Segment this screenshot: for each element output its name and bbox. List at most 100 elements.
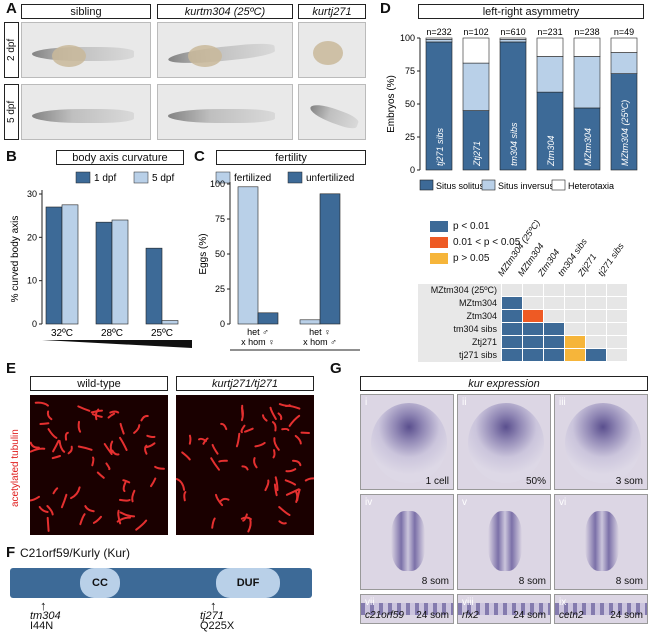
category-label: Ztm304 bbox=[546, 135, 556, 167]
matrix-cell bbox=[607, 349, 628, 362]
cilium bbox=[40, 423, 48, 424]
n-label: n=238 bbox=[574, 27, 599, 37]
matrix-cell bbox=[586, 284, 607, 297]
matrix-cell bbox=[523, 310, 544, 323]
cilium bbox=[274, 450, 275, 457]
stacked-segment bbox=[500, 39, 526, 42]
matrix-cell bbox=[502, 297, 523, 310]
tile-number: ii bbox=[462, 397, 466, 408]
photo-sibling-5dpf bbox=[21, 84, 151, 140]
tile-number: ix bbox=[559, 597, 566, 608]
matrix-cell bbox=[544, 323, 565, 336]
matrix-cell bbox=[502, 310, 523, 323]
y-tick-label: 0 bbox=[220, 319, 225, 329]
matrix-cell bbox=[607, 284, 628, 297]
matrix-cell bbox=[565, 310, 586, 323]
bar bbox=[96, 222, 112, 324]
tile-number: iv bbox=[365, 497, 372, 508]
matrix-cell bbox=[586, 323, 607, 336]
stacked-segment bbox=[500, 38, 526, 39]
matrix-cell bbox=[544, 349, 565, 362]
matrix-row-label: Ztm304 bbox=[418, 310, 502, 323]
panelC-title: fertility bbox=[216, 150, 366, 165]
matrix-cell bbox=[607, 310, 628, 323]
legend-label: 1 dpf bbox=[94, 173, 116, 184]
bar bbox=[320, 194, 340, 324]
photo-tm304-2dpf bbox=[157, 22, 293, 78]
panelE-right-title: kurtj271/tj271 bbox=[176, 376, 314, 391]
matrix-cell bbox=[586, 349, 607, 362]
stacked-segment bbox=[463, 63, 489, 111]
matrix-cell bbox=[586, 336, 607, 349]
bar bbox=[62, 205, 78, 324]
tile-stage: 24 som bbox=[513, 610, 546, 621]
matrix-cell bbox=[565, 336, 586, 349]
tile-stage: 24 som bbox=[416, 610, 449, 621]
x-tick-label: x hom ♂ bbox=[303, 337, 337, 347]
embryo bbox=[488, 511, 522, 571]
photo-tm304-5dpf bbox=[157, 84, 293, 140]
y-tick-label: 100 bbox=[210, 179, 225, 189]
panel-e-letter: E bbox=[6, 360, 16, 377]
panelG-title: kur expression bbox=[360, 376, 648, 391]
cilium bbox=[190, 436, 191, 444]
n-label: n=49 bbox=[614, 27, 634, 37]
tile-stage: 8 som bbox=[519, 576, 546, 587]
tile-number: viii bbox=[462, 597, 474, 608]
matrix-row-label: MZtm304 (25ºC) bbox=[418, 284, 502, 297]
y-axis-label: Eggs (%) bbox=[198, 233, 209, 274]
y-tick-label: 75 bbox=[405, 66, 415, 76]
y-axis-label: % curved body axis bbox=[10, 216, 21, 303]
bar bbox=[300, 320, 320, 324]
matrix-cell bbox=[607, 297, 628, 310]
domain-cc: CC bbox=[80, 568, 120, 598]
legend-label: Situs solitus bbox=[436, 181, 485, 191]
y-tick-label: 25 bbox=[215, 284, 225, 294]
x-tick-label: het ♂ bbox=[247, 327, 269, 337]
matrix-cell bbox=[565, 297, 586, 310]
legend-swatch bbox=[134, 172, 148, 183]
matrix-cell bbox=[523, 349, 544, 362]
temperature-wedge bbox=[42, 340, 192, 348]
x-tick-label: 28ºC bbox=[101, 328, 123, 339]
cilium bbox=[184, 492, 185, 500]
legend-label: fertilized bbox=[234, 173, 271, 184]
panelA-row-2dpf: 2 dpf bbox=[4, 22, 19, 78]
embryo bbox=[391, 511, 425, 571]
matrix-row-label: Ztj271 bbox=[418, 336, 502, 349]
matrix-cell bbox=[544, 310, 565, 323]
panel-c-letter: C bbox=[194, 148, 205, 165]
legend-label: 5 dpf bbox=[152, 173, 174, 184]
cilium bbox=[110, 412, 118, 413]
tile-number: vii bbox=[365, 597, 374, 608]
tile-stage: 24 som bbox=[610, 610, 643, 621]
y-axis-label: Embryos (%) bbox=[386, 75, 397, 133]
y-tick-label: 75 bbox=[215, 214, 225, 224]
category-label: MZtm304 bbox=[583, 128, 593, 166]
stacked-segment bbox=[574, 38, 600, 56]
domain-duf: DUF bbox=[216, 568, 280, 598]
embryo bbox=[585, 511, 619, 571]
matrix-cell bbox=[544, 336, 565, 349]
embryo bbox=[468, 403, 544, 483]
matrix-cell bbox=[502, 323, 523, 336]
matrix-col-label: tj271 sibs bbox=[596, 241, 626, 278]
panelA-col-sibling: sibling bbox=[21, 4, 151, 19]
x-tick-label: 32ºC bbox=[51, 328, 73, 339]
panelA-row-5dpf: 5 dpf bbox=[4, 84, 19, 140]
matrix-cell bbox=[544, 297, 565, 310]
matrix-cell bbox=[523, 323, 544, 336]
tile-number: iii bbox=[559, 397, 566, 408]
panel-a-letter: A bbox=[6, 0, 17, 17]
panelA-col-tm304: kurtm304 (25ºC) bbox=[157, 4, 293, 19]
tile-gene: rfx2 bbox=[462, 610, 479, 621]
panelD-title: left-right asymmetry bbox=[418, 4, 644, 19]
